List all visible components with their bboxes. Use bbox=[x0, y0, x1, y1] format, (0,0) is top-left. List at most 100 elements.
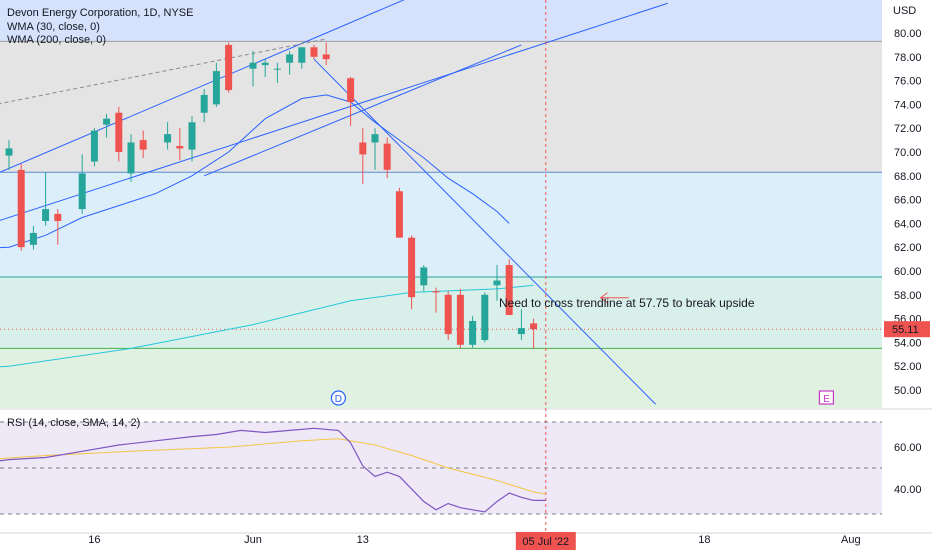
candle-body bbox=[420, 267, 428, 286]
price-tick-label: 52.00 bbox=[894, 361, 922, 373]
candle-body bbox=[261, 62, 269, 66]
candle-body bbox=[322, 54, 330, 60]
candle-body bbox=[188, 122, 196, 150]
candle-body bbox=[273, 68, 281, 70]
axes: 80.00 78.00 76.00 74.00 72.00 70.00 68.00 66.00… bbox=[88, 28, 930, 550]
candle-body bbox=[286, 54, 294, 63]
candle-body bbox=[5, 148, 13, 156]
time-tick-label: Aug bbox=[841, 534, 861, 546]
legend-wma200: WMA (200, close, 0) bbox=[7, 34, 106, 46]
trendline bbox=[204, 44, 522, 177]
candle-body bbox=[469, 320, 477, 345]
candle-body bbox=[530, 323, 538, 330]
candles bbox=[5, 42, 538, 349]
candle-body bbox=[395, 191, 403, 238]
candle-body bbox=[115, 112, 123, 152]
candle-body bbox=[371, 134, 379, 143]
wma200-line bbox=[0, 284, 534, 368]
time-tick-label: Jun bbox=[244, 534, 262, 546]
candle-body bbox=[493, 280, 501, 286]
candle-body bbox=[212, 71, 220, 105]
price-tick-label: 68.00 bbox=[894, 171, 922, 183]
date-marker-badge bbox=[515, 532, 576, 550]
trendlines bbox=[0, 0, 668, 405]
rsi-pane bbox=[0, 421, 882, 515]
time-tick-label: 18 bbox=[698, 534, 710, 546]
candle-body bbox=[359, 142, 367, 155]
last-price-badge bbox=[884, 321, 930, 338]
zone-teal bbox=[0, 276, 882, 349]
price-tick-label: 62.00 bbox=[894, 242, 922, 254]
currency-label: USD bbox=[893, 5, 916, 17]
rsi-sma-line bbox=[0, 438, 546, 495]
candle-body bbox=[78, 173, 86, 210]
candle-body bbox=[17, 169, 25, 248]
candle-body bbox=[298, 47, 306, 63]
candle-body bbox=[310, 47, 318, 57]
candle-body bbox=[225, 44, 233, 91]
price-tick-label: 66.00 bbox=[894, 195, 922, 207]
price-tick-label: 76.00 bbox=[894, 76, 922, 88]
price-tick-label: 60.00 bbox=[894, 266, 922, 278]
rsi-legend: RSI (14, close, SMA, 14, 2) bbox=[7, 417, 140, 429]
candle-body bbox=[176, 146, 184, 149]
price-tick-label: 78.00 bbox=[894, 52, 922, 64]
candle-body bbox=[505, 265, 513, 316]
price-tick-label: 70.00 bbox=[894, 147, 922, 159]
candle-body bbox=[408, 237, 416, 298]
price-tick-label: 54.00 bbox=[894, 337, 922, 349]
moving-averages bbox=[0, 94, 534, 368]
price-tick-label: 72.00 bbox=[894, 123, 922, 135]
candle-body bbox=[103, 118, 111, 125]
wma30-line bbox=[0, 94, 510, 249]
labels: Devon Energy Corporation, 1D, NYSE WMA (… bbox=[7, 5, 916, 429]
price-tick-label: 64.00 bbox=[894, 218, 922, 230]
rsi-tick-label: 60.00 bbox=[894, 442, 922, 454]
candle-body bbox=[383, 143, 391, 170]
zone-blue bbox=[0, 0, 882, 42]
candle-body bbox=[432, 291, 440, 293]
annotation-arrowhead bbox=[599, 292, 608, 304]
earnings-marker bbox=[818, 390, 835, 405]
earnings-marker-label: E bbox=[823, 394, 830, 405]
trendline bbox=[313, 58, 656, 405]
candle-body bbox=[54, 213, 62, 222]
zone-green bbox=[0, 348, 882, 408]
price-axis-bg bbox=[882, 0, 932, 550]
dividend-marker-label: D bbox=[335, 394, 342, 405]
candle-body bbox=[164, 134, 172, 143]
candle-body bbox=[249, 62, 257, 69]
candle-body bbox=[42, 209, 50, 222]
trendline bbox=[0, 38, 327, 105]
candle-body bbox=[29, 232, 37, 245]
price-tick-label: 74.00 bbox=[894, 99, 922, 111]
candle-body bbox=[200, 94, 208, 113]
candle-body bbox=[139, 140, 147, 150]
candle-body bbox=[444, 294, 452, 335]
rsi-line bbox=[0, 427, 546, 513]
time-tick-label: 13 bbox=[357, 534, 369, 546]
dividend-marker bbox=[330, 390, 346, 406]
zone-lightblue bbox=[0, 172, 882, 277]
price-tick-label: 58.00 bbox=[894, 290, 922, 302]
price-tick-label: 80.00 bbox=[894, 28, 922, 40]
candle-body bbox=[481, 294, 489, 341]
date-marker-label: 05 Jul '22 bbox=[522, 536, 569, 548]
trendline bbox=[0, 0, 405, 173]
zone-gray bbox=[0, 41, 882, 173]
time-tick-label: 16 bbox=[88, 534, 100, 546]
price-tick-label: 50.00 bbox=[894, 385, 922, 397]
chart-title: Devon Energy Corporation, 1D, NYSE bbox=[7, 7, 193, 19]
trendline-annotation: Need to cross trendline at 57.75 to brea… bbox=[499, 296, 755, 310]
candle-body bbox=[90, 130, 98, 162]
candle-body bbox=[347, 78, 355, 103]
rsi-tick-label: 40.00 bbox=[894, 484, 922, 496]
candle-body bbox=[127, 142, 135, 174]
candle-body bbox=[517, 328, 525, 335]
legend-wma30: WMA (30, close, 0) bbox=[7, 21, 100, 33]
last-price-label: 55.11 bbox=[892, 324, 919, 336]
